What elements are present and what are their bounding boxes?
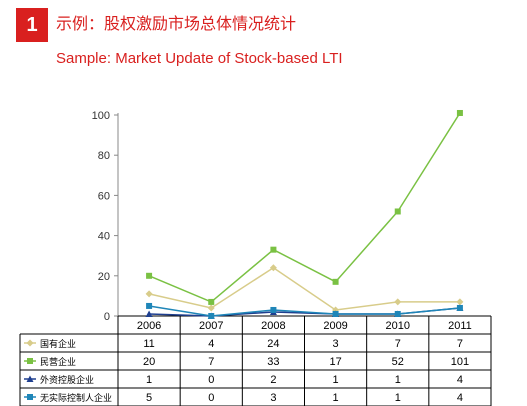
table-cell-value: 0 — [208, 392, 214, 404]
data-point — [207, 304, 215, 312]
y-tick-label: 0 — [104, 311, 110, 323]
table-cell-value: 101 — [451, 356, 469, 368]
data-point — [269, 264, 277, 272]
table-cell-value: 52 — [392, 356, 404, 368]
table-cell-value: 4 — [457, 392, 463, 404]
table-cell-value: 7 — [208, 356, 214, 368]
data-point — [456, 304, 463, 311]
table-cell-value: 7 — [395, 338, 401, 350]
table-cell-value: 3 — [333, 338, 339, 350]
table-cell-value: 3 — [270, 392, 276, 404]
table-cell-value: 1 — [395, 392, 401, 404]
table-cell-value: 7 — [457, 338, 463, 350]
table-cell-value: 24 — [267, 338, 279, 350]
data-point — [146, 302, 153, 309]
x-category-label: 2007 — [199, 320, 223, 332]
x-category-label: 2006 — [137, 320, 161, 332]
data-point — [270, 306, 277, 313]
series-line — [148, 305, 460, 317]
x-category-label: 2009 — [323, 320, 347, 332]
data-point — [332, 310, 339, 317]
data-point — [394, 208, 401, 215]
page-title-english: Sample: Market Update of Stock-based LTI — [56, 50, 343, 67]
data-point — [145, 290, 153, 298]
data-point — [456, 109, 463, 116]
data-point — [394, 310, 401, 317]
data-point — [208, 298, 215, 305]
legend-series-name: 国有企业 — [40, 338, 76, 350]
table-cell-value: 4 — [457, 374, 463, 386]
x-category-label: 2011 — [448, 320, 472, 332]
data-point — [208, 313, 215, 319]
table-cell-value: 0 — [208, 374, 214, 386]
legend-series-name: 外资控股企业 — [40, 374, 94, 386]
y-tick-label: 100 — [92, 110, 110, 122]
y-tick-label: 60 — [98, 190, 110, 202]
y-tick-label: 80 — [98, 150, 110, 162]
legend-series-name: 民营企业 — [40, 356, 76, 368]
table-cell-value: 33 — [267, 356, 279, 368]
legend-series-name: 无实际控制人企业 — [40, 392, 112, 404]
data-point — [146, 272, 153, 279]
table-cell-value: 1 — [333, 374, 339, 386]
y-tick-label: 20 — [98, 271, 110, 283]
table-cell-value: 11 — [143, 338, 154, 350]
data-point — [270, 246, 277, 253]
series-line — [148, 266, 460, 311]
table-cell-value: 2 — [270, 374, 276, 386]
table-cell-value: 20 — [143, 356, 155, 368]
section-number-badge: 1 — [16, 8, 48, 42]
x-category-label: 2008 — [261, 320, 285, 332]
series-line — [148, 112, 461, 303]
table-cell-value: 4 — [208, 338, 214, 350]
table-cell-value: 5 — [146, 392, 152, 404]
table-cell-value: 1 — [333, 392, 339, 404]
table-cell-value: 17 — [329, 356, 341, 368]
legend-swatch-marker — [27, 358, 33, 364]
data-point — [456, 298, 464, 306]
legend-swatch-marker — [26, 375, 34, 382]
legend-swatch-marker — [27, 394, 33, 400]
data-point — [145, 310, 153, 317]
data-point — [332, 278, 339, 285]
x-category-label: 2010 — [386, 320, 410, 332]
table-cell-value: 1 — [146, 374, 152, 386]
table-cell-value: 1 — [395, 374, 401, 386]
y-tick-label: 40 — [98, 231, 110, 243]
page-title-chinese: 示例：股权激励市场总体情况统计 — [56, 14, 297, 33]
data-point — [394, 298, 402, 306]
legend-swatch-marker — [26, 339, 34, 347]
